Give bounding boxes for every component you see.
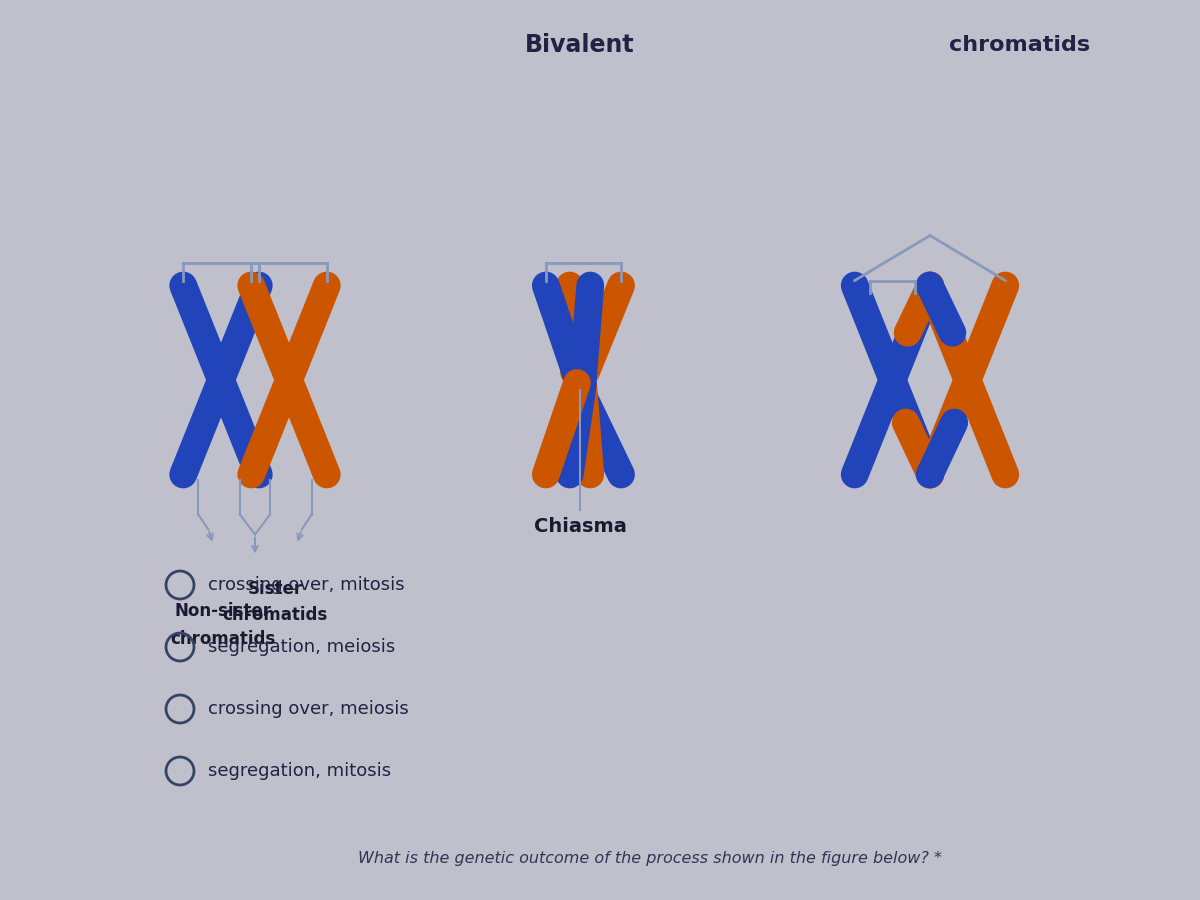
Text: segregation, mitosis: segregation, mitosis [208,762,391,780]
Text: Bivalent: Bivalent [526,33,635,57]
Text: crossing over, meiosis: crossing over, meiosis [208,700,409,718]
Text: Non-sister: Non-sister [175,602,272,620]
Text: What is the genetic outcome of the process shown in the figure below? *: What is the genetic outcome of the proce… [358,850,942,866]
Text: crossing over, mitosis: crossing over, mitosis [208,576,404,594]
Text: chromatids: chromatids [170,629,276,647]
Text: Chiasma: Chiasma [534,518,626,536]
Text: Sister: Sister [247,580,302,598]
Text: segregation, meiosis: segregation, meiosis [208,638,395,656]
Text: chromatids: chromatids [949,35,1091,55]
Text: chromatids: chromatids [222,607,328,625]
